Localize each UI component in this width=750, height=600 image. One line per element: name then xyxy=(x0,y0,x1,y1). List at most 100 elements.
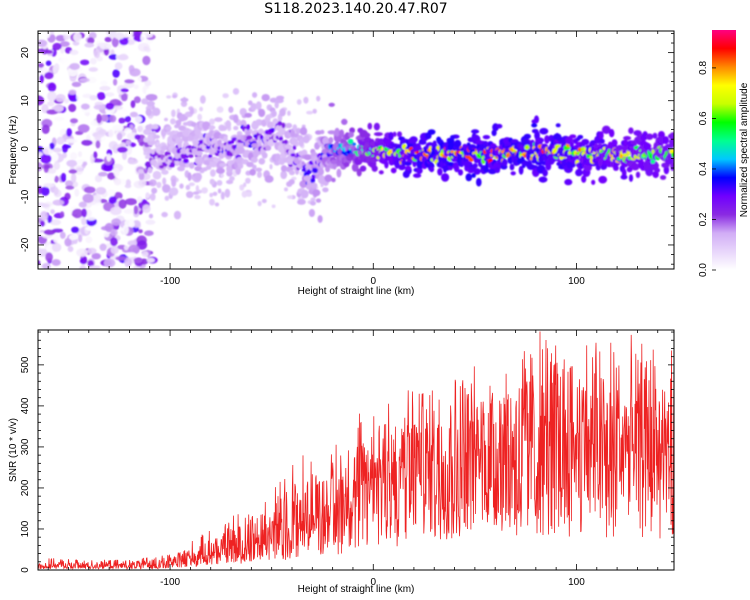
heatmap-cell xyxy=(84,111,90,117)
heatmap-cell xyxy=(38,162,43,172)
heatmap-cell xyxy=(631,163,640,171)
heatmap-cell xyxy=(52,147,62,153)
heatmap-cell xyxy=(41,124,50,134)
heatmap-cell xyxy=(328,137,334,144)
heatmap-cell xyxy=(471,129,480,134)
heatmap-cell xyxy=(404,161,412,166)
heatmap-cell xyxy=(249,168,256,176)
heatmap-cell xyxy=(413,173,422,178)
heatmap-cell xyxy=(133,84,139,90)
heatmap-cell xyxy=(577,134,584,140)
heatmap-cell xyxy=(106,31,117,37)
heatmap-cell xyxy=(542,169,548,177)
heatmap-cell xyxy=(473,168,481,175)
heatmap-cell xyxy=(276,95,285,101)
heatmap-cell xyxy=(106,189,116,197)
heatmap-cell xyxy=(96,113,102,124)
heatmap-cell xyxy=(84,42,95,48)
heatmap-cell xyxy=(299,127,308,136)
heatmap-cell xyxy=(222,93,229,99)
heatmap-cell xyxy=(187,172,192,182)
heatmap-cell xyxy=(107,172,116,180)
heatmap-cell xyxy=(136,240,148,250)
heatmap-cell xyxy=(90,120,99,127)
heatmap-cell xyxy=(194,156,204,165)
heatmap-cell xyxy=(45,31,51,39)
heatmap-cell xyxy=(95,140,101,149)
heatmap-cell xyxy=(555,123,561,128)
heatmap-cell xyxy=(148,213,154,219)
heatmap-cell xyxy=(105,102,115,110)
heatmap-cell xyxy=(180,97,189,102)
heatmap-cell xyxy=(172,94,177,99)
heatmap-cell xyxy=(392,131,397,137)
heatmap-cell xyxy=(161,169,169,175)
heatmap-cell xyxy=(189,108,195,115)
heatmap-cell xyxy=(44,164,51,170)
heatmap-cell xyxy=(81,103,90,110)
y-tick-label: 10 xyxy=(20,95,31,107)
heatmap-cell xyxy=(124,115,131,123)
heatmap-cell xyxy=(170,118,176,125)
heatmap-cell xyxy=(378,170,384,175)
heatmap-cell xyxy=(501,158,508,167)
heatmap-cell xyxy=(59,231,66,239)
heatmap-cell xyxy=(53,104,64,112)
y-tick-label: -20 xyxy=(20,237,31,252)
heatmap-cell xyxy=(261,198,267,204)
heatmap-cell xyxy=(47,91,57,102)
heatmap-cell xyxy=(103,163,114,172)
heatmap-cell xyxy=(311,167,319,174)
heatmap-cell xyxy=(87,37,95,44)
heatmap-cell xyxy=(205,165,212,170)
heatmap-cell xyxy=(141,251,149,258)
heatmap-cell xyxy=(233,125,239,131)
heatmap-cell xyxy=(315,198,322,203)
heatmap-cell xyxy=(108,129,114,138)
heatmap-cell xyxy=(535,137,544,144)
snr-frame xyxy=(37,329,675,571)
heatmap-cell xyxy=(432,140,437,146)
heatmap-cell xyxy=(60,172,67,183)
heatmap-cell xyxy=(405,165,412,171)
heatmap-cell xyxy=(312,189,321,197)
colorbar-tick-label: 0.8 xyxy=(698,61,709,75)
heatmap-cell xyxy=(384,160,389,169)
heatmap-cell xyxy=(385,155,390,161)
heatmap-cell xyxy=(66,159,78,167)
heatmap-cell xyxy=(195,150,203,157)
heatmap-cell xyxy=(215,167,225,174)
heatmap-cell xyxy=(219,162,227,167)
heatmap-cell xyxy=(88,265,101,269)
heatmap-cell xyxy=(180,153,187,159)
heatmap-cell xyxy=(261,152,268,159)
heatmap-cell xyxy=(119,37,129,46)
heatmap-cell xyxy=(287,110,291,116)
heatmap-cell xyxy=(185,184,191,190)
heatmap-cell xyxy=(280,170,288,180)
heatmap-cell xyxy=(364,132,371,138)
heatmap-cell xyxy=(531,123,538,128)
heatmap-cell xyxy=(336,168,342,178)
heatmap-cell xyxy=(72,208,83,219)
heatmap-cell xyxy=(283,139,288,145)
heatmap-cell xyxy=(545,162,552,171)
heatmap-cell xyxy=(548,159,555,165)
heatmap-cell xyxy=(373,132,383,137)
heatmap-cell xyxy=(110,237,118,247)
heatmap-cell xyxy=(146,100,155,107)
heatmap-cell xyxy=(204,148,210,153)
heatmap-cell xyxy=(303,154,312,161)
heatmap-cell xyxy=(569,134,577,139)
snr-xlabel: Height of straight line (km) xyxy=(298,584,415,595)
heatmap-cell xyxy=(112,124,124,132)
heatmap-cell xyxy=(130,100,136,108)
heatmap-cell xyxy=(143,46,149,51)
heatmap-cell xyxy=(226,164,234,174)
heatmap-cell xyxy=(118,117,126,124)
heatmap-cell xyxy=(623,139,628,148)
heatmap-cell xyxy=(117,146,128,153)
heatmap-cell xyxy=(124,257,131,267)
heatmap-cell xyxy=(124,184,132,189)
